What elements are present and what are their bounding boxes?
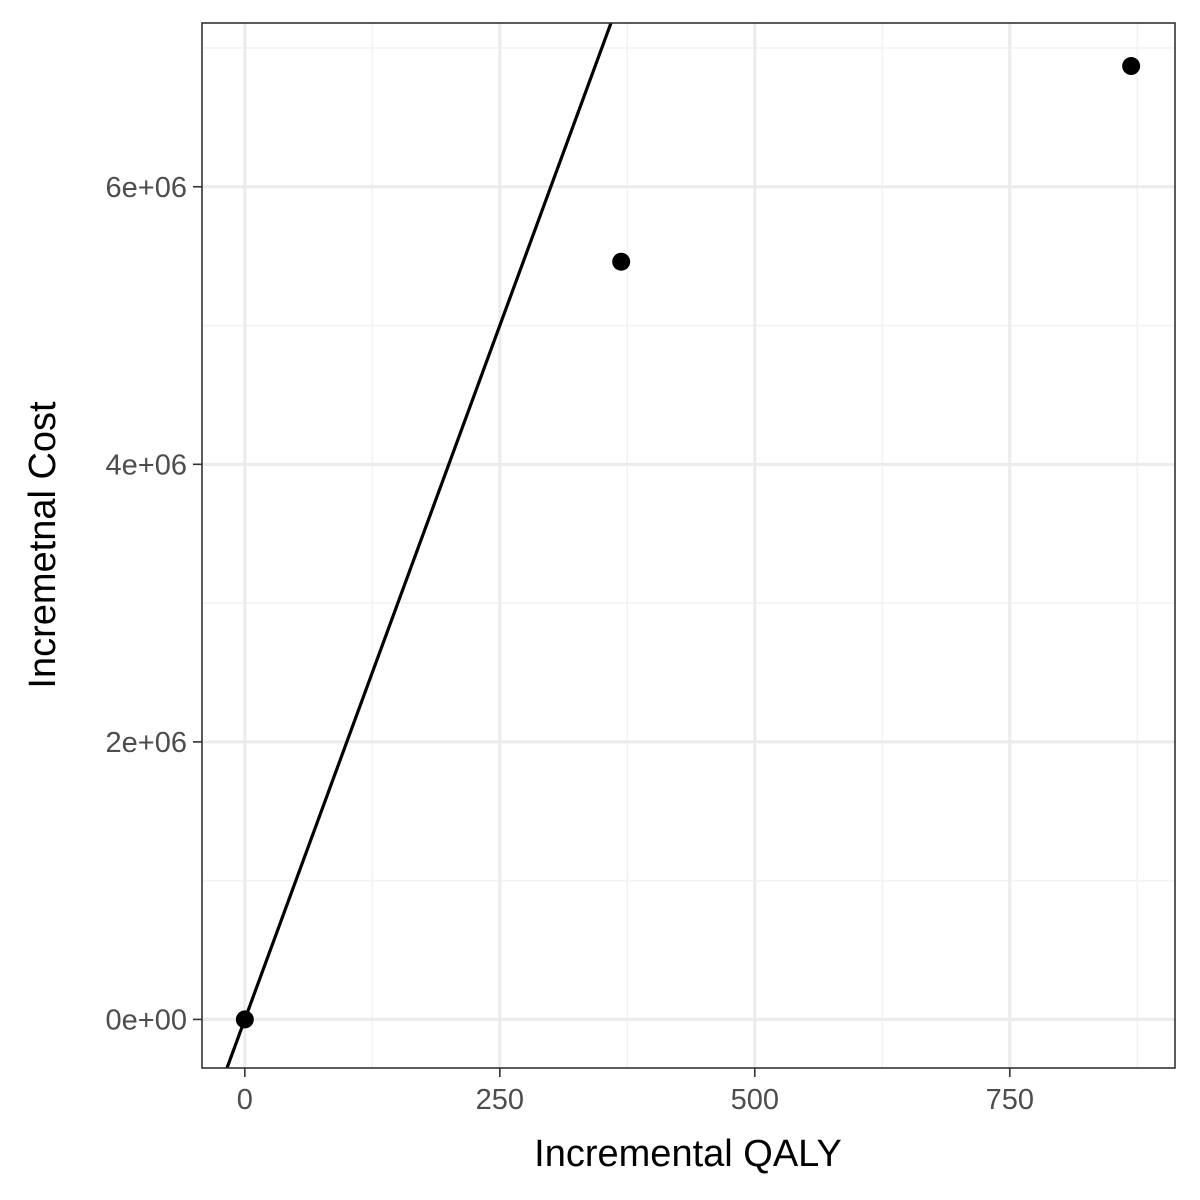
y-axis-title: Incremetnal Cost — [22, 401, 64, 689]
major-gridlines — [202, 23, 1175, 1068]
data-points — [235, 57, 1141, 1029]
panel-background — [202, 23, 1175, 1068]
y-tick-label-3: 6e+06 — [106, 172, 187, 204]
y-tick-label-1: 2e+06 — [106, 727, 187, 759]
y-tick-label-0: 0e+00 — [106, 1004, 187, 1036]
x-tick-label-2: 500 — [731, 1084, 779, 1116]
x-tick-label-1: 250 — [476, 1084, 524, 1116]
x-axis-title: Incremental QALY — [534, 1133, 842, 1175]
data-point-2 — [1122, 57, 1141, 76]
data-point-0 — [235, 1010, 254, 1029]
x-tick-label-3: 750 — [986, 1084, 1034, 1116]
y-tick-label-2: 4e+06 — [106, 449, 187, 481]
x-tick-label-0: 0 — [237, 1084, 253, 1116]
y-axis: 0e+00 2e+06 4e+06 6e+06 — [106, 172, 202, 1036]
data-point-1 — [612, 252, 631, 271]
x-axis: 0 250 500 750 — [237, 1068, 1034, 1116]
minor-gridlines — [202, 23, 1175, 1068]
reference-line — [225, 23, 613, 1068]
panel-border — [201, 22, 1176, 1069]
